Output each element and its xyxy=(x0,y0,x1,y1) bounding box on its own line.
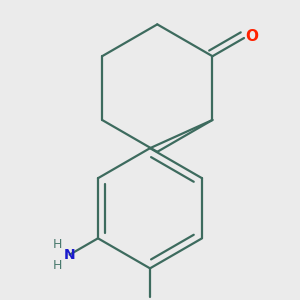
Text: N: N xyxy=(64,248,75,262)
Text: O: O xyxy=(245,29,259,44)
Text: H: H xyxy=(53,238,63,251)
Text: H: H xyxy=(53,259,63,272)
